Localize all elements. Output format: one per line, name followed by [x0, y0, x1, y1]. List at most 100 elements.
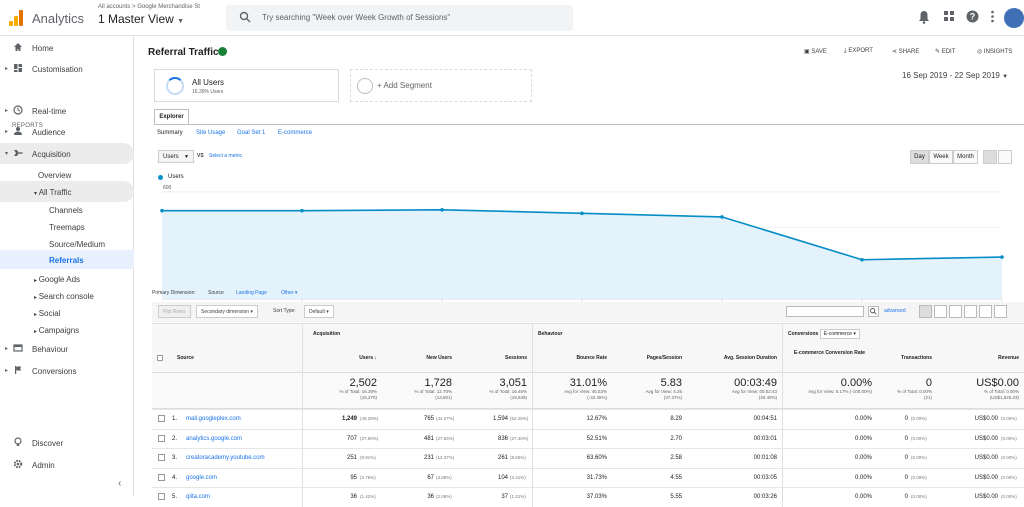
- table-row[interactable]: 3. creatoracademy.youtube.com 251 (9.91%) 23…: [152, 448, 1024, 467]
- users-value: 251: [346, 455, 357, 461]
- more-vert-icon[interactable]: [990, 10, 995, 23]
- sidebar-item-realtime[interactable]: ▸ Real-time: [5, 105, 67, 116]
- select-all-checkbox[interactable]: [152, 345, 170, 373]
- line-chart-icon[interactable]: [983, 150, 997, 164]
- avatar[interactable]: [1004, 8, 1024, 28]
- tab-explorer[interactable]: Explorer: [154, 109, 189, 125]
- sidebar-item-search-console[interactable]: ▸ Search console: [34, 292, 94, 301]
- sidebar-item-admin[interactable]: Admin: [0, 454, 134, 475]
- pie-view-icon[interactable]: [934, 305, 947, 318]
- header-users[interactable]: Users ↓: [359, 355, 377, 361]
- table-row[interactable]: 2. analytics.google.com 707 (27.90%) 481 (27.…: [152, 428, 1024, 448]
- sidebar-item-source-medium[interactable]: Source/Medium: [49, 240, 106, 249]
- conversion-select[interactable]: E-commerce ▾: [819, 329, 860, 339]
- total-value: 1,728: [424, 377, 452, 389]
- header-sessions[interactable]: Sessions: [505, 355, 527, 361]
- subtab-site-usage[interactable]: Site Usage: [196, 130, 226, 136]
- subtab-summary[interactable]: Summary: [157, 130, 183, 136]
- bell-icon[interactable]: [918, 10, 930, 24]
- metric-select[interactable]: Users ▼: [158, 150, 194, 163]
- header-conversion-rate[interactable]: E-commerce Conversion Rate: [793, 350, 866, 356]
- header-transactions[interactable]: Transactions: [901, 355, 932, 361]
- share-button[interactable]: ⋖ SHARE: [892, 49, 920, 55]
- header-bounce-rate[interactable]: Bounce Rate: [576, 355, 607, 361]
- source-link[interactable]: google.com: [186, 474, 218, 481]
- sidebar-item-acquisition[interactable]: ▾ Acquisition: [0, 143, 134, 164]
- caret-right-icon: ▸: [5, 368, 9, 374]
- sidebar-item-referrals[interactable]: Referrals: [0, 250, 134, 269]
- source-link[interactable]: qiita.com: [186, 494, 211, 500]
- sidebar-item-channels[interactable]: Channels: [49, 206, 83, 215]
- header-avg-session-duration[interactable]: Avg. Session Duration: [723, 355, 777, 361]
- conversion-rate-value: 0.00%: [854, 494, 872, 500]
- save-button[interactable]: ▣ SAVE: [804, 49, 827, 55]
- sidebar-item-home[interactable]: Home: [0, 37, 134, 58]
- advanced-filter-link[interactable]: advanced: [884, 308, 906, 314]
- period-week-button[interactable]: Week: [929, 150, 953, 164]
- new-users-value: 481: [423, 435, 434, 442]
- row-checkbox[interactable]: [158, 415, 165, 422]
- total-cell: 1,728% of Total: 12.70% (13,601): [382, 373, 457, 409]
- sidebar-item-behaviour[interactable]: ▸ Behaviour: [5, 344, 69, 354]
- plot-rows-button[interactable]: Plot Rows: [158, 305, 191, 318]
- total-sub: Avg for View: 46.53%: [564, 389, 607, 394]
- secondary-dimension-select[interactable]: Secondary dimension ▾: [196, 305, 258, 318]
- sessions-percent: (1.21%): [510, 494, 526, 499]
- header-source[interactable]: Source: [177, 355, 194, 361]
- segment-all-users[interactable]: All Users 16.39% Users: [154, 69, 339, 102]
- sidebar-item-campaigns[interactable]: ▸ Campaigns: [34, 326, 80, 335]
- sidebar-item-overview[interactable]: Overview: [38, 171, 72, 180]
- app-title[interactable]: Analytics: [32, 11, 85, 26]
- sidebar-item-conversions[interactable]: ▸ Conversions: [5, 366, 77, 376]
- help-icon[interactable]: ?: [966, 10, 979, 23]
- date-range-picker[interactable]: 16 Sep 2019 - 22 Sep 2019 ▼: [902, 71, 1009, 80]
- transactions-value: 0: [904, 474, 908, 481]
- sort-type-select[interactable]: Default ▾: [304, 305, 334, 318]
- term-cloud-view-icon[interactable]: [979, 305, 992, 318]
- table-row[interactable]: 5. qiita.com 36 (1.42%) 36 (2.08%) 37 (1.21%) 37…: [152, 487, 1024, 506]
- table-view-icon[interactable]: [919, 305, 932, 318]
- subtab-goal-set-1[interactable]: Goal Set 1: [237, 130, 266, 136]
- source-link[interactable]: analytics.google.com: [186, 435, 243, 442]
- sidebar-item-treemaps[interactable]: Treemaps: [49, 223, 85, 232]
- motion-chart-icon[interactable]: [998, 150, 1012, 164]
- period-day-button[interactable]: Day: [910, 150, 929, 164]
- header-revenue[interactable]: Revenue: [998, 355, 1019, 361]
- subtab-ecommerce[interactable]: E-commerce: [278, 130, 313, 136]
- header-pages-session[interactable]: Pages/Session: [646, 355, 682, 361]
- dim-landing-page[interactable]: Landing Page: [236, 290, 267, 296]
- sidebar-item-discover[interactable]: Discover: [0, 432, 134, 453]
- sidebar-item-customisation[interactable]: ▸ Customisation: [5, 64, 83, 74]
- source-link[interactable]: creatoracademy.youtube.com: [186, 455, 265, 461]
- export-button[interactable]: ⤓ EXPORT: [844, 48, 873, 54]
- account-selector[interactable]: All accounts > Google Merchandise St 1 M…: [98, 4, 200, 26]
- edit-button[interactable]: ✎ EDIT: [935, 49, 956, 55]
- dim-source[interactable]: Source: [208, 290, 224, 296]
- header-new-users[interactable]: New Users: [426, 355, 452, 361]
- sidebar-item-google-ads[interactable]: ▸ Google Ads: [34, 275, 81, 284]
- select-metric-link[interactable]: Select a metric: [209, 153, 243, 159]
- collapse-sidebar-icon[interactable]: ‹: [118, 478, 122, 489]
- search-icon[interactable]: [868, 306, 879, 317]
- period-month-button[interactable]: Month: [953, 150, 978, 164]
- row-checkbox[interactable]: [158, 454, 165, 461]
- row-checkbox[interactable]: [158, 473, 165, 481]
- sidebar-item-social[interactable]: ▸ Social: [34, 309, 61, 318]
- dim-other[interactable]: Other ▾: [281, 290, 298, 296]
- sidebar-item-audience[interactable]: ▸ Audience: [5, 127, 66, 137]
- performance-view-icon[interactable]: [949, 305, 962, 318]
- search-box[interactable]: Try searching "Week over Week Growth of …: [226, 5, 573, 31]
- add-segment-button[interactable]: + Add Segment: [350, 69, 532, 102]
- source-link[interactable]: mall.googleplex.com: [186, 416, 241, 422]
- table-row[interactable]: 4. google.com 95 (3.75%) 67 (3.88%) 104 (3.41%)…: [152, 467, 1024, 487]
- pivot-view-icon[interactable]: [994, 305, 1007, 318]
- apps-grid-icon[interactable]: [943, 10, 955, 22]
- sidebar-item-all-traffic[interactable]: ▾ All Traffic: [0, 181, 134, 202]
- row-checkbox[interactable]: [158, 434, 165, 442]
- comparison-view-icon[interactable]: [964, 305, 977, 318]
- table-search-input[interactable]: [786, 306, 864, 317]
- insights-button[interactable]: ◎ INSIGHTS: [977, 49, 1013, 55]
- row-checkbox[interactable]: [158, 493, 165, 500]
- table-row[interactable]: 1. mall.googleplex.com 1,249 (49.29%) 765 (44…: [152, 409, 1024, 428]
- analytics-logo-icon[interactable]: [9, 10, 23, 26]
